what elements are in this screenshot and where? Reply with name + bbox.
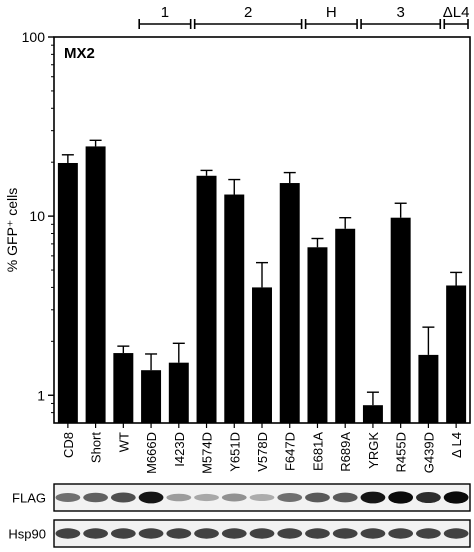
blot-band-0-6 — [221, 493, 247, 502]
blot-band-0-3 — [138, 491, 164, 504]
blot-band-0-9 — [305, 492, 330, 503]
group-label-0: 1 — [161, 4, 169, 21]
blot-band-0-4 — [166, 493, 192, 502]
bar-2 — [113, 353, 134, 423]
x-tick-label-9: E681A — [310, 432, 325, 471]
blot-band-1-4 — [166, 528, 192, 539]
blot-band-0-10 — [332, 492, 358, 503]
bar-11 — [362, 405, 383, 423]
blot-band-0-5 — [194, 493, 219, 502]
blot-band-0-8 — [277, 493, 303, 502]
bar-12 — [390, 217, 411, 423]
blot-band-1-12 — [388, 528, 414, 539]
y-tick-label: 1 — [37, 387, 45, 403]
blot-band-1-2 — [110, 528, 136, 539]
blot-band-1-0 — [55, 528, 81, 539]
chart-title: MX2 — [64, 45, 95, 62]
blot-band-0-12 — [388, 491, 414, 504]
blot-band-0-1 — [83, 492, 108, 503]
x-tick-label-8: F647D — [283, 432, 298, 471]
x-tick-label-3: M666D — [144, 432, 159, 474]
blot-band-1-8 — [277, 528, 303, 539]
x-tick-label-13: G439D — [421, 432, 436, 473]
bar-6 — [224, 194, 245, 423]
x-tick-label-1: Short — [89, 432, 104, 463]
bar-0 — [57, 162, 78, 423]
western-blots: FLAG Hsp90 — [8, 483, 471, 548]
bar-13 — [418, 354, 439, 423]
x-tick-label-14: Δ L4 — [449, 432, 464, 458]
y-axis-label: % GFP⁺ cells — [4, 188, 20, 272]
blot-band-0-7 — [249, 493, 275, 502]
x-tick-label-7: V578D — [255, 432, 270, 472]
group-label-4: ΔL4 — [443, 4, 470, 21]
blot-band-1-1 — [83, 528, 108, 539]
blot-band-1-6 — [221, 528, 247, 539]
blot-label-1: Hsp90 — [8, 527, 46, 542]
x-tick-label-5: M574D — [200, 432, 215, 474]
bar-3 — [141, 370, 162, 423]
blot-band-1-5 — [194, 528, 219, 539]
group-label-2: H — [326, 4, 337, 21]
blot-band-1-13 — [416, 528, 441, 539]
x-tick-label-4: I423D — [172, 432, 187, 467]
blot-band-1-14 — [443, 528, 469, 539]
x-tick-label-11: YRGK — [366, 432, 381, 469]
blot-band-1-10 — [332, 528, 358, 539]
blot-band-0-14 — [443, 491, 469, 504]
y-tick-label: 10 — [29, 208, 45, 224]
x-tick-label-12: R455D — [394, 432, 409, 472]
bar-5 — [196, 175, 217, 423]
blot-band-1-11 — [360, 528, 386, 539]
y-tick-label: 100 — [22, 29, 46, 45]
blot-band-1-9 — [305, 528, 330, 539]
blot-label-0: FLAG — [12, 491, 46, 506]
blot-band-1-3 — [138, 528, 164, 539]
bar-chart: MX2 1 10 100 % GFP⁺ cells CD8 Short WT M666D I423… — [4, 29, 471, 474]
bar-14 — [446, 285, 467, 423]
bar-1 — [85, 146, 106, 423]
bar-7 — [252, 287, 272, 423]
bar-4 — [168, 362, 189, 423]
blot-band-0-2 — [110, 492, 136, 503]
x-tick-label-6: Y651D — [227, 432, 242, 472]
blot-band-1-7 — [249, 528, 275, 539]
bar-8 — [279, 183, 300, 423]
x-tick-label-10: R689A — [338, 432, 353, 472]
blot-band-0-0 — [55, 493, 81, 502]
bar-10 — [335, 228, 356, 423]
blot-band-0-13 — [416, 491, 441, 504]
group-brackets: 1 2 H 3 ΔL4 — [138, 4, 470, 29]
group-label-3: 3 — [396, 4, 404, 21]
bar-9 — [307, 247, 328, 423]
group-label-1: 2 — [244, 4, 252, 21]
x-tick-label-0: CD8 — [61, 432, 76, 458]
x-tick-label-2: WT — [116, 432, 131, 452]
blot-band-0-11 — [360, 491, 386, 504]
